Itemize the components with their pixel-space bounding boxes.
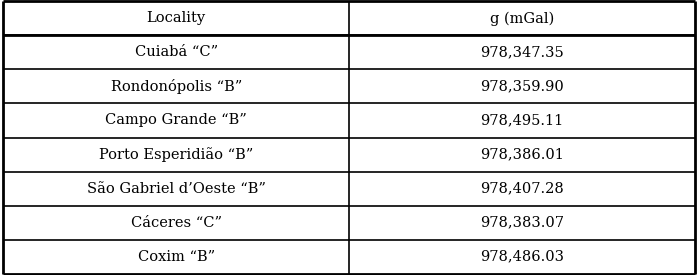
Text: Coxim “B”: Coxim “B” [138, 250, 215, 264]
Text: 978,495.11: 978,495.11 [480, 114, 563, 128]
Text: 978,386.01: 978,386.01 [480, 147, 564, 161]
Text: 978,486.03: 978,486.03 [480, 250, 564, 264]
Text: 978,359.90: 978,359.90 [480, 79, 563, 94]
Text: g (mGal): g (mGal) [489, 11, 554, 26]
Text: Cáceres “C”: Cáceres “C” [131, 216, 222, 230]
Text: 978,383.07: 978,383.07 [480, 216, 564, 230]
Text: Cuiabá “C”: Cuiabá “C” [135, 45, 218, 59]
Text: Locality: Locality [147, 11, 206, 25]
Text: Campo Grande “B”: Campo Grande “B” [105, 114, 247, 128]
Text: Rondonópolis “B”: Rondonópolis “B” [110, 79, 242, 94]
Text: 978,407.28: 978,407.28 [480, 182, 563, 196]
Text: Porto Esperidião “B”: Porto Esperidião “B” [99, 147, 253, 162]
Text: São Gabriel d’Oeste “B”: São Gabriel d’Oeste “B” [87, 182, 266, 196]
Text: 978,347.35: 978,347.35 [480, 45, 563, 59]
